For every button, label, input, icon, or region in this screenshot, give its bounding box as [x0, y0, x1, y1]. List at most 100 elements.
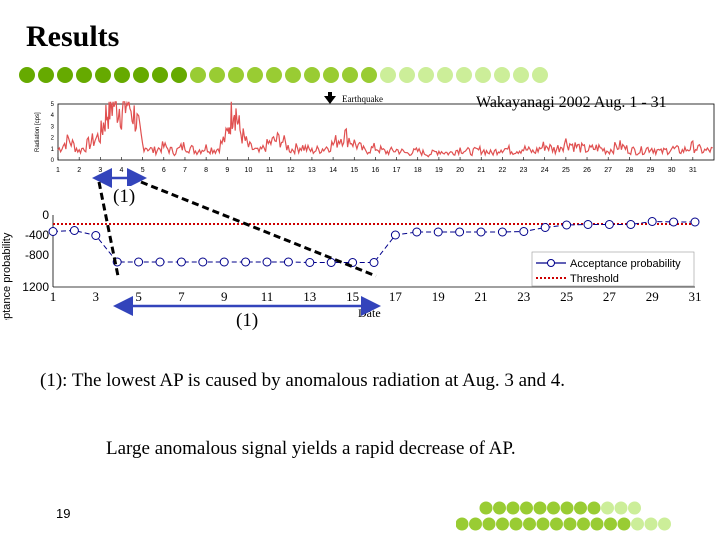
- decorative-dot: [509, 517, 523, 531]
- radiation-plot-frame: [57, 103, 715, 161]
- decorative-dot: [628, 501, 641, 515]
- ap-data-point: [497, 227, 507, 237]
- radiation-x-tick-label: 28: [625, 167, 633, 174]
- decorative-dot: [342, 67, 358, 83]
- ap-data-point: [91, 231, 101, 240]
- decorative-dot: [496, 517, 509, 531]
- decorative-dot: [523, 517, 536, 531]
- decorative-dot: [520, 501, 533, 515]
- main-x-tick-label: 1: [50, 289, 57, 304]
- decorative-dot: [228, 67, 244, 83]
- main-x-tick-label: 27: [603, 289, 617, 304]
- decorative-dot: [493, 501, 506, 515]
- main-x-tick-label: 29: [646, 289, 659, 304]
- radiation-y-tick-label: 2: [51, 136, 55, 142]
- decorative-dot: [437, 67, 453, 83]
- decorative-dot: [533, 501, 547, 515]
- earthquake-label: Earthquake: [342, 94, 383, 104]
- decorative-dot: [19, 67, 35, 83]
- radiation-x-tick-label: 29: [647, 167, 655, 174]
- radiation-x-tick-label: 30: [668, 167, 676, 174]
- decorative-dot: [577, 517, 590, 531]
- decorative-dot: [209, 67, 225, 83]
- decorative-dot: [475, 67, 491, 83]
- decorative-dot: [95, 67, 111, 83]
- ap-data-point: [669, 217, 679, 227]
- decorative-dot: [399, 67, 415, 83]
- radiation-x-tick-label: 27: [604, 167, 612, 174]
- radiation-y-ticks: 5 4 3 2 1 0: [51, 102, 55, 164]
- decorative-dot: [560, 501, 574, 515]
- slide-title: Results: [26, 20, 120, 53]
- chart-legend: Acceptance probability Threshold: [531, 251, 695, 287]
- decorative-dot: [601, 501, 614, 515]
- radiation-y-tick-label: 1: [51, 147, 55, 153]
- main-x-tick-label: 17: [389, 289, 403, 304]
- decorative-dot: [547, 501, 560, 515]
- decorative-dot: [57, 67, 73, 83]
- ap-data-point: [69, 226, 79, 235]
- decorative-dot: [456, 67, 472, 83]
- radiation-x-tick-label: 9: [225, 167, 229, 174]
- radiation-x-tick-label: 7: [183, 167, 187, 174]
- radiation-x-ticks: 1 2 3 4 5 6 7 8 9 10 11 12 13 14 15 16 17 18 19 20 21 22 23 24 2…: [56, 157, 697, 174]
- earthquake-arrow-icon: [324, 92, 336, 104]
- ap-data-point: [262, 257, 272, 267]
- decorative-dot: [587, 501, 601, 515]
- decorative-dot: [361, 67, 377, 83]
- decorative-dot: [456, 517, 469, 531]
- radiation-x-tick-label: 25: [562, 167, 570, 174]
- decorative-dot: [247, 67, 263, 83]
- decorative-dot: [171, 67, 187, 83]
- ap-data-point: [241, 257, 251, 267]
- ap-data-point: [690, 217, 700, 227]
- ap-data-point: [198, 257, 208, 267]
- ap-data-point: [540, 223, 550, 232]
- main-x-tick-label: 21: [475, 289, 488, 304]
- ap-data-point: [604, 220, 614, 229]
- decorative-dot: [550, 517, 563, 531]
- decorative-dots-bottom: [456, 501, 671, 531]
- radiation-x-tick-label: 24: [541, 167, 549, 174]
- acceptance-probability-points: [48, 217, 700, 267]
- decorative-dot: [494, 67, 510, 83]
- radiation-x-tick-label: 8: [204, 167, 208, 174]
- ap-data-point: [476, 227, 486, 237]
- decorative-dot: [76, 67, 92, 83]
- radiation-x-tick-label: 15: [350, 167, 358, 174]
- decorative-dot: [114, 67, 130, 83]
- legend-ap-marker: [547, 259, 555, 267]
- radiation-y-tick-label: 0: [51, 158, 55, 164]
- main-y-tick-label: -400: [25, 228, 49, 242]
- legend-ap-label: Acceptance probability: [570, 258, 681, 270]
- ap-data-point: [369, 258, 379, 267]
- ap-data-point: [134, 257, 144, 267]
- radiation-x-tick-label: 1: [56, 167, 60, 174]
- radiation-x-tick-label: 26: [583, 167, 591, 174]
- radiation-y-tick-label: 3: [51, 124, 55, 130]
- decorative-dot: [482, 517, 496, 531]
- ap-data-point: [176, 257, 186, 267]
- main-y-tick-label: 0: [42, 208, 49, 222]
- ap-data-point: [155, 257, 165, 267]
- decorative-dot: [266, 67, 282, 83]
- decorative-dot: [506, 501, 520, 515]
- main-y-tick-label: 1200: [22, 280, 49, 294]
- decorative-dot: [479, 501, 493, 515]
- ap-data-point: [283, 257, 293, 267]
- ap-data-point: [412, 227, 422, 237]
- decorative-dot: [563, 517, 577, 531]
- annotation-label-bottom: (1): [236, 310, 259, 331]
- ap-data-point: [455, 227, 465, 237]
- ap-data-point: [305, 258, 315, 267]
- radiation-x-tick-label: 21: [477, 167, 485, 174]
- caption-line-1: (1): The lowest AP is caused by anomalou…: [40, 370, 566, 391]
- decorative-dot: [513, 67, 529, 83]
- radiation-x-tick-label: 22: [498, 167, 506, 174]
- dashed-connector-right: [140, 180, 377, 278]
- legend-threshold-label: Threshold: [570, 273, 619, 285]
- radiation-y-tick-label: 4: [51, 113, 55, 119]
